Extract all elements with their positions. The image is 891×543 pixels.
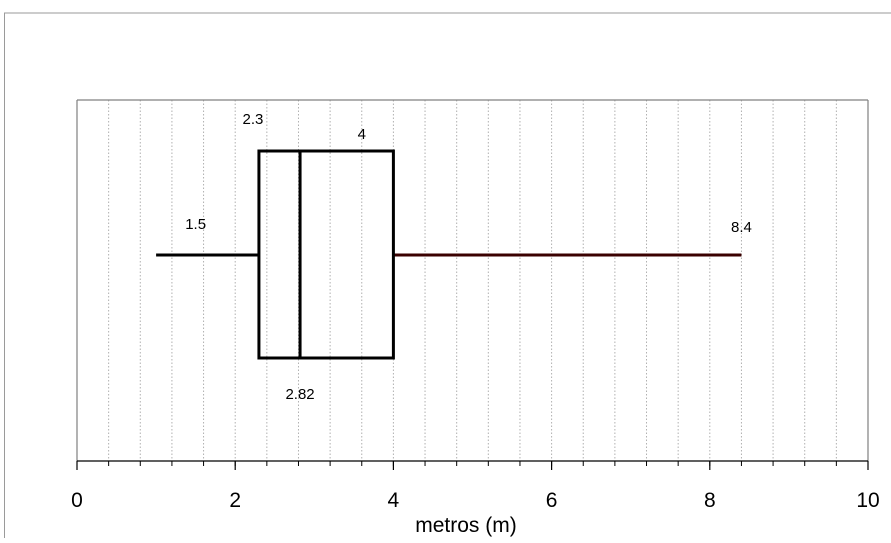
annotation-high: 8.4 xyxy=(731,219,752,236)
annotation-low: 1.5 xyxy=(185,216,206,233)
annotation-q3: 4 xyxy=(358,126,366,143)
interquartile-box xyxy=(257,149,395,360)
plot-area xyxy=(77,100,868,461)
x-tick-label: 6 xyxy=(546,489,558,512)
annotation-q1: 2.3 xyxy=(243,111,264,128)
x-tick-label: 8 xyxy=(704,489,716,512)
x-axis-label: metros (m) xyxy=(415,514,517,537)
x-tick-label: 10 xyxy=(856,489,879,512)
x-axis-ticks: 0 2 4 6 8 10 xyxy=(71,461,880,512)
x-tick-label: 0 xyxy=(71,489,83,512)
x-tick-label: 2 xyxy=(229,489,241,512)
x-tick-label: 4 xyxy=(388,489,400,512)
annotation-median: 2.82 xyxy=(285,386,314,403)
